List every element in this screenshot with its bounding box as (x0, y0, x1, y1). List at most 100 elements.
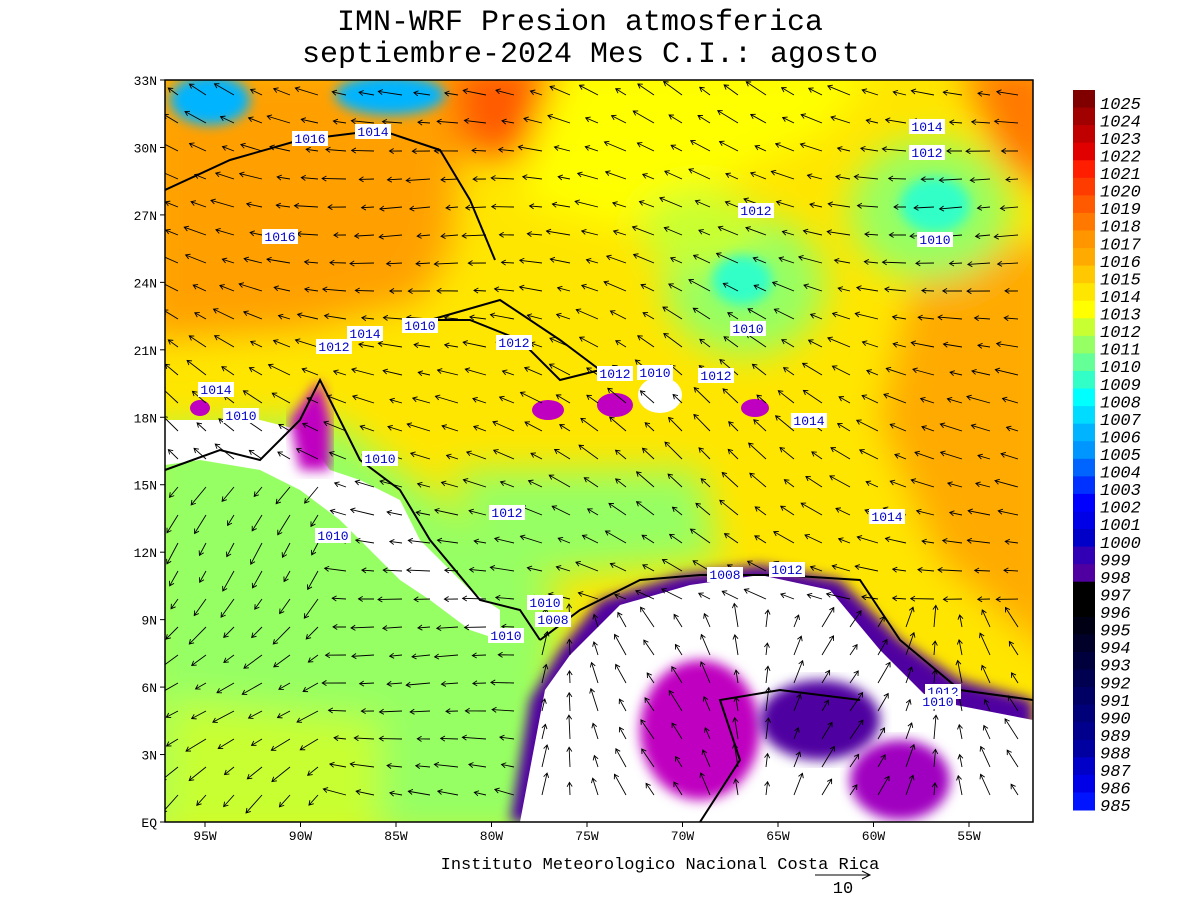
wind-arrow (831, 365, 851, 376)
wind-arrow (603, 280, 627, 292)
wind-arrow (948, 510, 963, 517)
wind-arrow (473, 538, 487, 545)
wind-arrow (756, 394, 767, 404)
wind-arrow (324, 652, 347, 659)
colorbar-label: 999 (1100, 552, 1131, 571)
wind-arrow (329, 259, 347, 266)
colorbar-label: 1002 (1100, 500, 1141, 519)
wind-arrow (913, 204, 935, 211)
wind-arrow (218, 418, 235, 432)
wind-arrow (721, 471, 739, 488)
wind-arrow (617, 611, 627, 628)
wind-arrow (381, 118, 403, 125)
wind-arrow (721, 590, 739, 600)
wind-arrow (891, 566, 907, 573)
colorbar-label: 1024 (1100, 113, 1141, 132)
wind-arrow (974, 233, 991, 239)
wind-arrow (378, 708, 403, 715)
wind-arrow (641, 748, 655, 768)
wind-arrow (439, 735, 459, 742)
contour-label-bg (402, 318, 438, 333)
wind-arrow (443, 315, 459, 322)
lat-label: 3N (141, 749, 157, 764)
wind-arrow (939, 450, 963, 460)
wind-arrow (780, 505, 795, 516)
wind-arrow (555, 565, 571, 572)
wind-arrow (443, 567, 459, 574)
wind-arrow (694, 199, 711, 208)
wind-arrow (166, 514, 179, 534)
wind-arrow (166, 542, 179, 565)
wind-arrow (276, 174, 291, 181)
wind-arrow (358, 680, 375, 687)
wind-arrow (638, 200, 655, 208)
wind-arrow (605, 254, 627, 264)
wind-arrow (724, 200, 739, 208)
wind-arrow (541, 744, 550, 768)
wind-arrow (360, 315, 375, 322)
wind-arrow (957, 614, 964, 628)
wind-arrow (377, 340, 403, 348)
wind-arrow (1000, 452, 1019, 460)
wind-arrow (910, 340, 935, 348)
wind-arrow (185, 738, 207, 752)
wind-arrow (215, 228, 235, 236)
wind-arrow (948, 260, 963, 267)
wind-arrow (305, 146, 319, 153)
wind-arrow (979, 632, 991, 656)
colorbar-label: 1005 (1100, 447, 1141, 466)
wind-arrow (350, 147, 375, 154)
wind-arrow (462, 340, 487, 348)
colorbar-swatch (1073, 107, 1095, 126)
wind-arrow (495, 88, 515, 96)
wind-arrow (411, 148, 431, 155)
wind-arrow (549, 85, 571, 96)
wind-arrow (578, 84, 599, 96)
wind-arrow (970, 423, 991, 432)
contour-label-bg (738, 203, 774, 218)
lat-label: 6N (141, 681, 157, 696)
wind-arrow (296, 710, 319, 723)
wind-arrow (194, 312, 207, 320)
wind-arrow (859, 145, 879, 152)
wind-arrow (614, 478, 627, 488)
wind-arrow (278, 794, 291, 808)
colorbar-label: 1011 (1100, 342, 1141, 361)
contour-label-bg (791, 413, 827, 428)
wind-arrow (388, 148, 403, 154)
wind-arrow (967, 261, 991, 268)
wind-arrow (967, 508, 991, 516)
wind-arrow (433, 653, 459, 660)
wind-arrow (746, 560, 767, 572)
contour-label-bg (730, 321, 766, 336)
wind-arrow (942, 341, 963, 348)
wind-arrow (165, 738, 179, 747)
wind-arrow (965, 148, 991, 155)
wind-arrow (885, 366, 907, 376)
wind-arrow (463, 624, 487, 631)
wind-arrow (462, 88, 487, 96)
wind-arrow (663, 226, 683, 236)
wind-arrow (754, 535, 767, 544)
wind-arrow (865, 118, 879, 125)
wind-arrow (938, 177, 963, 183)
wind-arrow (888, 231, 907, 238)
colorbar-swatch (1073, 792, 1095, 811)
wind-arrow (378, 205, 403, 212)
wind-arrow (781, 339, 795, 348)
wind-arrow (764, 665, 771, 684)
wind-arrow (279, 598, 291, 615)
wind-arrow (247, 116, 263, 124)
wind-arrow (541, 723, 548, 740)
wind-arrow (836, 146, 851, 152)
wind-arrow (701, 749, 711, 768)
wind-arrow (632, 253, 655, 264)
wind-arrow (407, 789, 431, 796)
wind-arrow (749, 171, 767, 180)
wind-arrow (294, 338, 319, 348)
wind-arrow (764, 780, 771, 796)
wind-arrow (631, 225, 655, 236)
wind-arrow (667, 473, 683, 488)
wind-arrow (555, 312, 571, 320)
